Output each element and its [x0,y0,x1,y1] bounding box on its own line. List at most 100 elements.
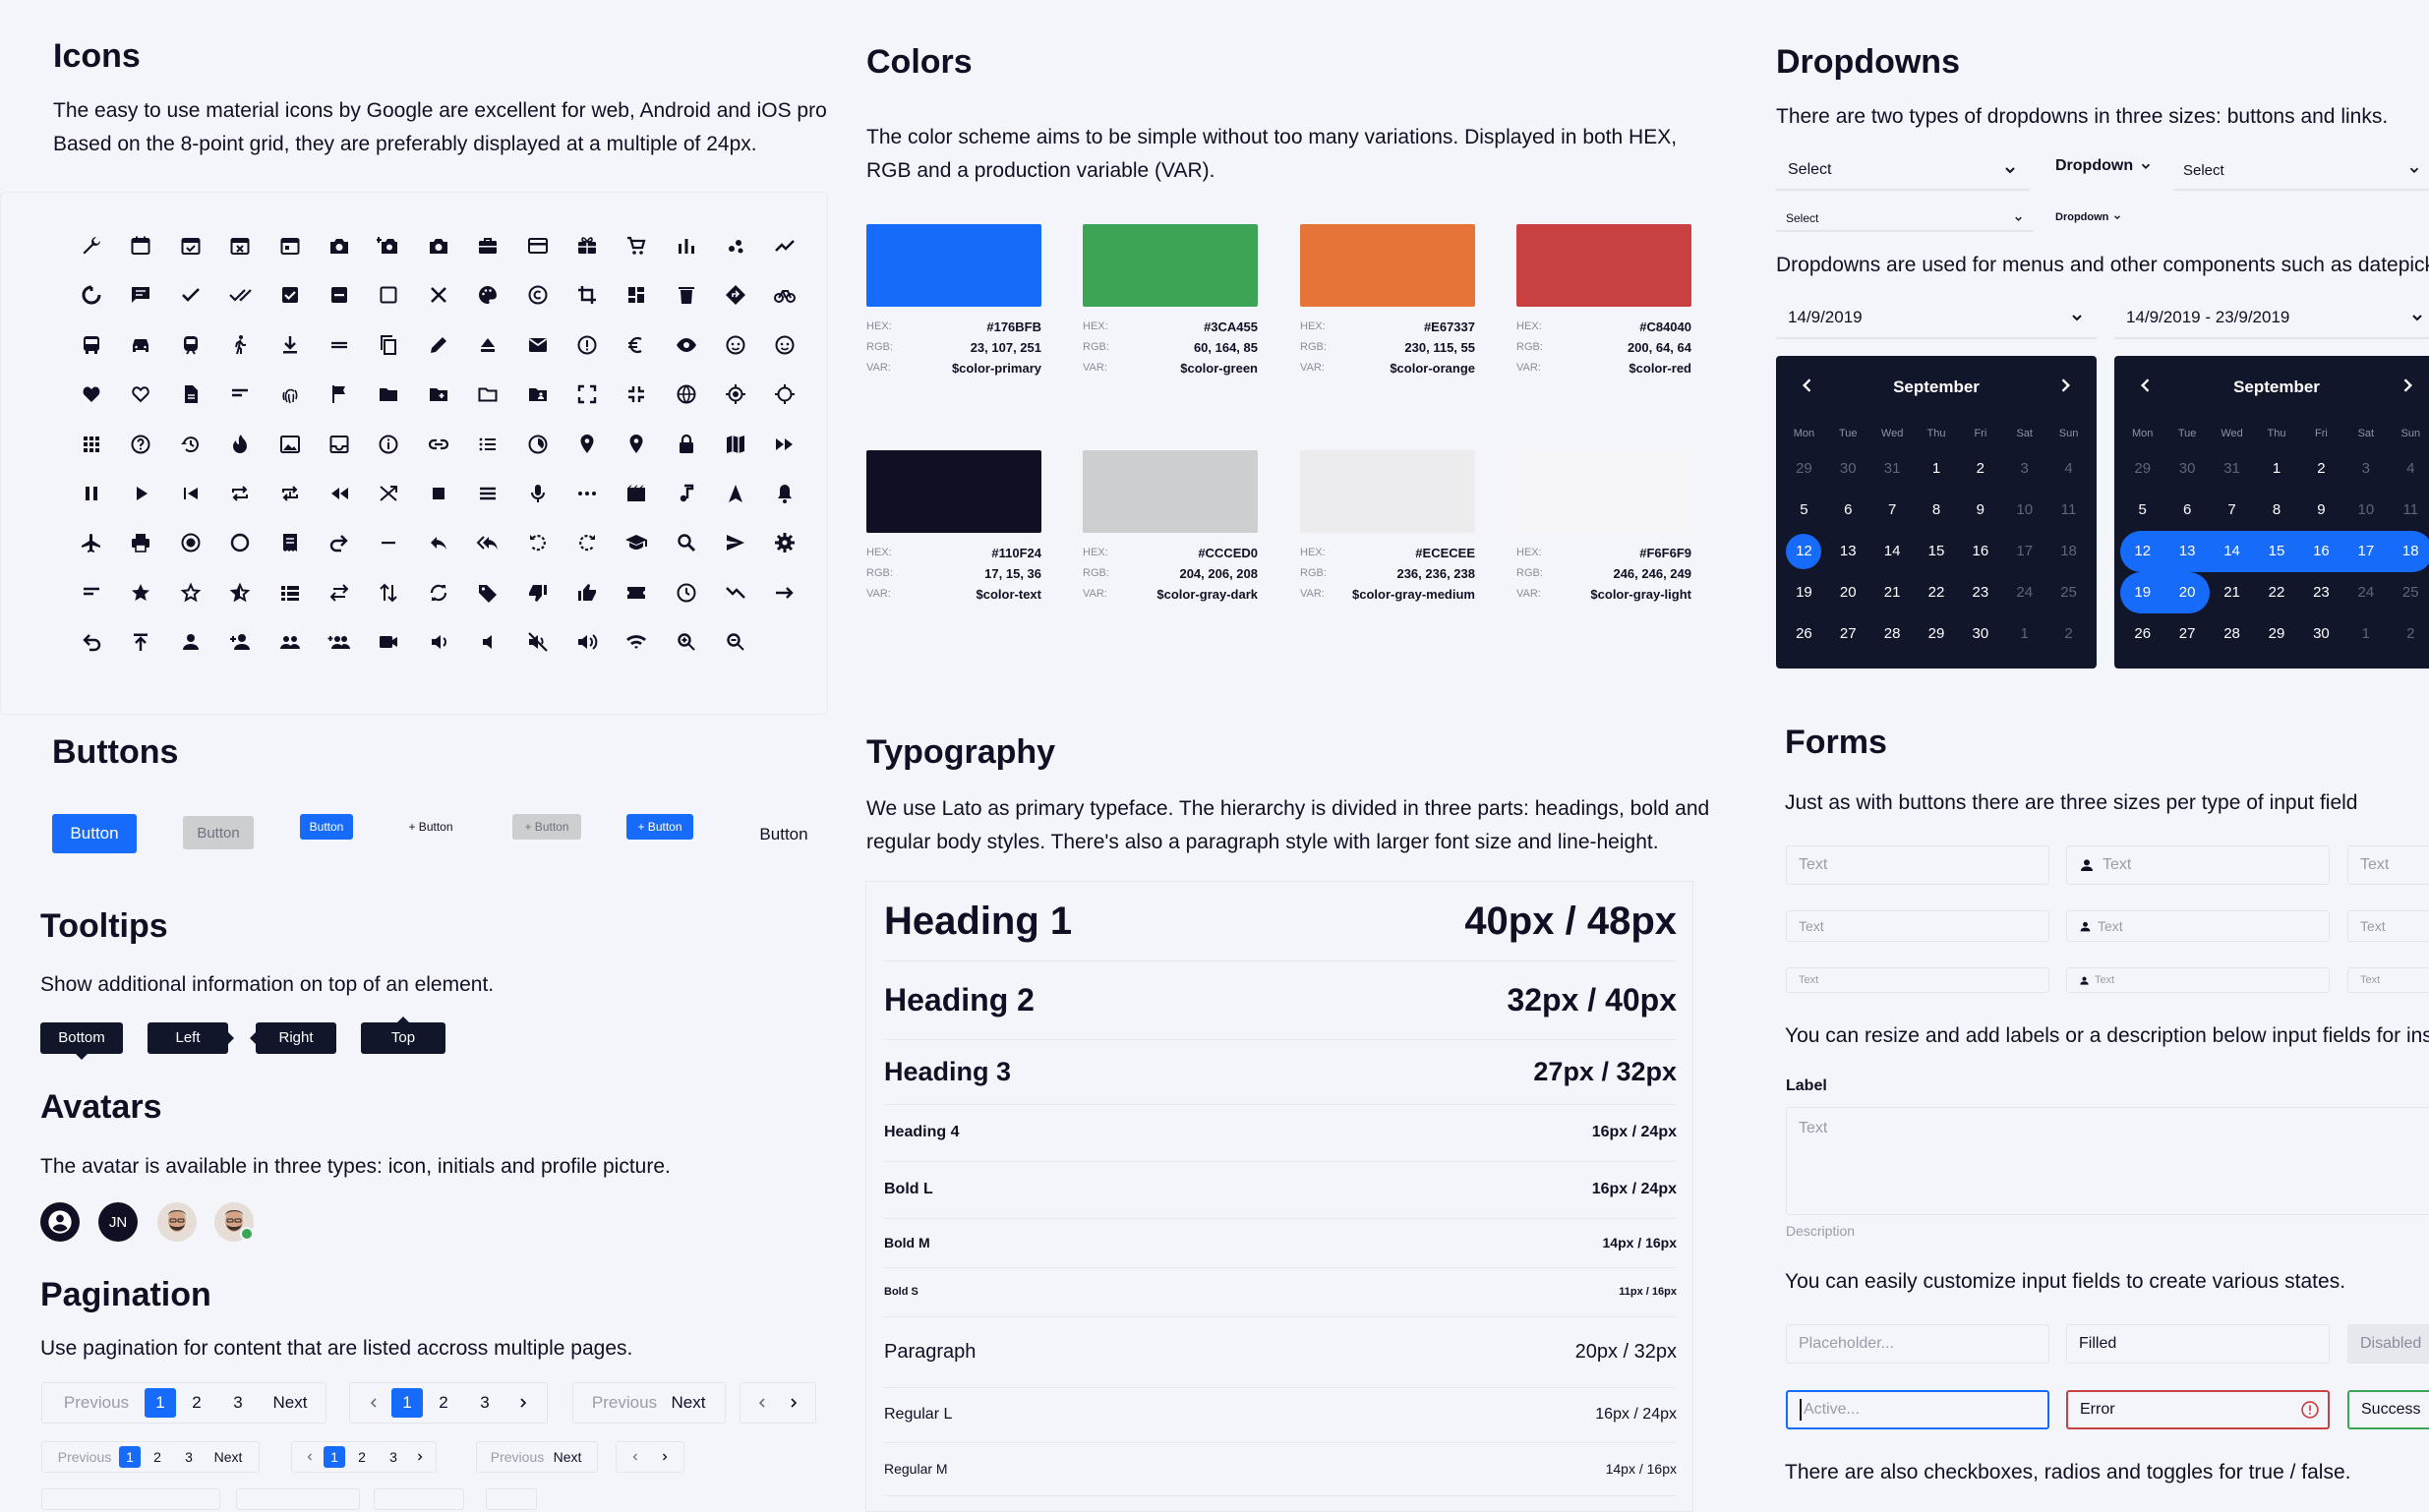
pagination-page-3[interactable]: 3 [185,1449,193,1465]
calendar-day[interactable]: 16 [2298,531,2344,572]
dropdown-link-large[interactable]: Dropdown [2055,157,2153,175]
calendar-day[interactable]: 4 [2406,460,2415,477]
select-small[interactable]: Select [1776,206,2034,232]
pagination-next[interactable]: Next [553,1449,582,1465]
calendar-day[interactable]: 24 [2016,584,2034,601]
calendar-day[interactable]: 30 [1839,460,1857,477]
calendar-day[interactable]: 13 [1839,543,1857,559]
calendar-day[interactable]: 15 [1927,543,1945,559]
pagination-page-1[interactable]: 1 [324,1446,345,1468]
calendar-day[interactable]: 12 [1782,531,1826,572]
calendar-day[interactable]: 1 [2020,625,2029,642]
calendar-day[interactable]: 18 [2388,531,2429,572]
pagination-page-3[interactable]: 3 [480,1393,490,1412]
calendar-day[interactable]: 29 [2134,460,2152,477]
dropdown-link-small[interactable]: Dropdown [2055,211,2122,223]
chevron-right-icon[interactable] [505,1395,541,1411]
pagination-page-1[interactable]: 1 [119,1446,141,1468]
text-button[interactable]: Button [759,825,808,843]
calendar-day[interactable]: 18 [2060,543,2077,559]
calendar-day[interactable]: 1 [2361,625,2371,642]
calendar-day[interactable]: 28 [1883,625,1901,642]
ghost-button-small[interactable]: + Button [408,820,453,834]
chevron-left-icon[interactable] [1798,376,1817,400]
chevron-right-icon[interactable] [778,1395,809,1411]
calendar-day[interactable]: 29 [1796,460,1812,477]
calendar-day[interactable]: 10 [2357,501,2375,518]
calendar-day[interactable]: 7 [1887,501,1897,518]
calendar-day[interactable]: 9 [2317,501,2326,518]
calendar-day[interactable]: 7 [2227,501,2236,518]
avatar-initials[interactable]: JN [98,1202,138,1242]
select-medium[interactable]: Select [2173,151,2429,191]
pagination-page-1[interactable]: 1 [391,1388,423,1418]
calendar-day[interactable]: 20 [1839,584,1857,601]
calendar-day[interactable]: 17 [2016,543,2034,559]
calendar-day[interactable]: 11 [2402,501,2419,518]
pagination-page-2[interactable]: 2 [358,1449,366,1465]
calendar-day[interactable]: 25 [2060,584,2077,601]
chevron-left-icon[interactable] [621,1451,650,1463]
primary-button-large[interactable]: Button [52,814,137,853]
textarea-field[interactable]: Text [1786,1107,2429,1215]
text-input-large-with-icon[interactable]: Text [2066,845,2330,885]
chevron-right-icon[interactable] [650,1451,680,1463]
disabled-button-large[interactable]: Button [183,816,254,849]
calendar-day[interactable]: 12 [2120,531,2165,572]
calendar-day[interactable]: 8 [2272,501,2281,518]
calendar-day[interactable]: 2 [2406,625,2415,642]
pagination-previous[interactable]: Previous [63,1393,130,1412]
calendar-day[interactable]: 28 [2223,625,2240,642]
pagination-previous[interactable]: Previous [490,1449,545,1465]
calendar-day[interactable]: 24 [2357,584,2375,601]
calendar-day[interactable]: 29 [1927,625,1945,642]
calendar-day[interactable]: 5 [1800,501,1808,518]
calendar-day[interactable]: 2 [1976,460,1985,477]
calendar-day[interactable]: 9 [1976,501,1985,518]
pagination-page-2[interactable]: 2 [192,1393,202,1412]
calendar-day[interactable]: 26 [1796,625,1812,642]
calendar-day[interactable]: 23 [1972,584,1989,601]
calendar-day[interactable]: 19 [1796,584,1812,601]
input-error-state[interactable]: Error [2066,1390,2330,1429]
calendar-day[interactable]: 22 [2268,584,2285,601]
calendar-day[interactable]: 26 [2134,625,2152,642]
calendar-day[interactable]: 2 [2317,460,2326,477]
calendar-day[interactable]: 3 [2361,460,2371,477]
chevron-left-icon[interactable] [296,1451,324,1463]
calendar-day[interactable]: 29 [2268,625,2285,642]
calendar-day[interactable]: 30 [1972,625,1989,642]
pagination-previous[interactable]: Previous [57,1449,112,1465]
calendar-day[interactable]: 8 [1931,501,1941,518]
chevron-left-icon[interactable] [2136,376,2156,400]
pagination-page-2[interactable]: 2 [439,1393,448,1412]
text-input-large-3[interactable]: Text [2347,845,2429,885]
calendar-day[interactable]: 25 [2401,584,2419,601]
disabled-add-button-small[interactable]: + Button [512,814,581,840]
calendar-day[interactable]: 17 [2343,531,2389,572]
calendar-day[interactable]: 19 [2120,572,2165,613]
pagination-page-3[interactable]: 3 [389,1449,397,1465]
chevron-right-icon[interactable] [2398,376,2417,400]
calendar-day[interactable]: 6 [2182,501,2192,518]
chevron-left-icon[interactable] [356,1395,391,1411]
text-input-small-3[interactable]: Text [2347,967,2429,993]
calendar-day[interactable]: 22 [1927,584,1945,601]
select-large[interactable]: Select [1776,151,2030,191]
calendar-day[interactable]: 27 [2178,625,2196,642]
text-input-large[interactable]: Text [1786,845,2049,885]
primary-add-button-small[interactable]: + Button [626,814,693,840]
input-filled-state[interactable]: Filled [2066,1324,2330,1364]
text-input-medium-with-icon[interactable]: Text [2066,910,2330,942]
calendar-day[interactable]: 13 [2164,531,2210,572]
calendar-day[interactable]: 4 [2064,460,2073,477]
pagination-previous[interactable]: Previous [591,1393,658,1412]
input-active-state[interactable]: Active... [1786,1390,2049,1429]
chevron-right-icon[interactable] [2055,376,2075,400]
calendar-day[interactable]: 31 [2223,460,2240,477]
avatar-picture-online[interactable] [214,1202,254,1242]
chevron-right-icon[interactable] [408,1451,432,1463]
calendar-day[interactable]: 21 [1883,584,1901,601]
avatar-picture[interactable] [157,1202,197,1242]
calendar-day[interactable]: 1 [1931,460,1941,477]
